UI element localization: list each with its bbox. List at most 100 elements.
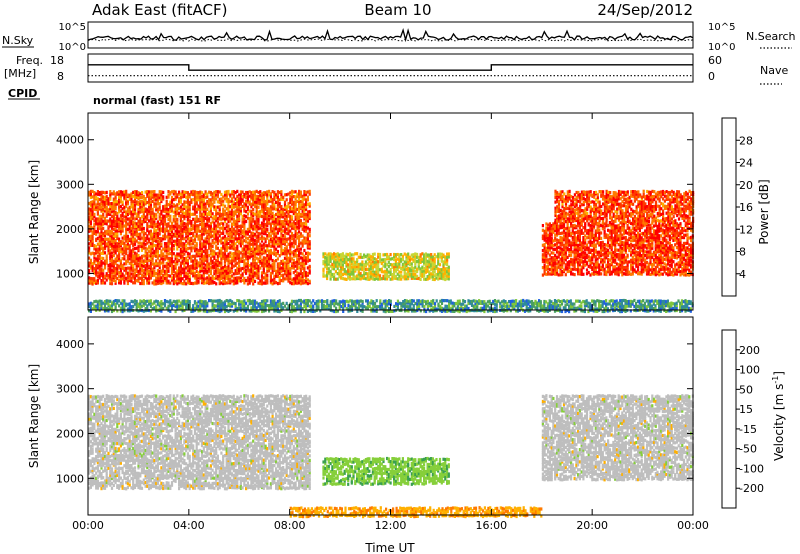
echo-cell [305,225,308,229]
echo-cell [128,272,131,276]
echo-cell [197,248,200,252]
echo-cell [218,261,221,265]
echo-cell [276,244,279,248]
echo-cell [188,274,191,278]
echo-cell [269,279,272,283]
echo-cell [269,195,272,199]
echo-cell [287,256,290,260]
echo-cell [89,264,92,269]
echo-cell [169,209,172,213]
echo-cell [142,212,145,216]
echo-cell [216,241,219,246]
echo-cell [172,267,175,271]
echo-cell [305,271,308,275]
echo-cell [250,267,253,271]
echo-cell [199,237,202,241]
echo-cell [202,217,205,221]
echo-cell [121,266,124,270]
echo-cell [144,236,147,240]
echo-cell [183,252,186,256]
echo-cell [305,222,308,226]
echo-cell [259,266,262,270]
echo-cell [148,211,151,215]
echo-cell [162,259,165,263]
echo-cell [178,199,181,203]
echo-cell [116,257,119,261]
echo-cell [139,276,142,280]
echo-cell [206,207,209,211]
echo-cell [126,271,129,275]
echo-cell [223,239,227,243]
echo-cell [200,252,204,256]
echo-cell [185,235,188,239]
echo-cell [292,271,295,275]
echo-cell [176,271,179,275]
echo-cell [308,192,311,196]
echo-cell [181,267,184,271]
echo-cell [292,234,295,238]
echo-cell [202,266,205,270]
echo-cell [130,263,133,267]
echo-cell [190,271,193,275]
echo-cell [183,257,186,261]
echo-cell [232,247,235,251]
echo-cell [305,273,308,278]
echo-cell [140,260,144,264]
echo-cell [262,264,265,268]
echo-cell [252,240,255,244]
echo-cell [112,269,115,273]
echo-cell [236,252,239,256]
echo-cell [273,250,276,254]
echo-cell [132,226,135,230]
echo-cell [144,249,147,253]
echo-cell [280,237,283,241]
echo-cell [176,234,179,238]
echo-cell [303,241,306,245]
echo-cell [102,268,105,272]
echo-cell [89,229,92,233]
echo-cell [215,259,218,263]
echo-cell [215,232,218,236]
echo-cell [216,254,219,258]
echo-cell [199,234,202,238]
echo-cell [285,237,288,241]
echo-cell [197,252,200,256]
echo-cell [91,234,94,238]
echo-cell [188,229,191,233]
echo-cell [301,259,304,263]
echo-cell [149,271,152,275]
echo-cell [123,266,126,270]
echo-cell [119,209,122,213]
echo-cell [112,207,115,211]
echo-cell [128,224,131,228]
echo-cell [185,276,188,281]
echo-cell [243,234,246,238]
echo-cell [91,237,94,241]
echo-cell [128,251,131,255]
echo-cell [298,242,301,246]
echo-cell [248,264,251,268]
echo-cell [278,229,281,233]
echo-cell [153,190,156,194]
echo-cell [222,222,225,226]
echo-cell [116,244,119,248]
echo-cell [163,237,167,241]
echo-cell [91,226,94,230]
echo-cell [236,237,239,241]
echo-cell [162,209,165,213]
echo-cell [541,224,544,228]
echo-cell [102,195,105,199]
echo-cell [149,210,152,214]
echo-cell [301,244,304,248]
echo-cell [153,279,156,283]
echo-cell [169,236,172,240]
echo-cell [285,261,288,265]
echo-cell [148,203,151,207]
echo-cell [303,281,306,285]
echo-cell [174,212,177,216]
echo-cell [230,217,234,221]
echo-cell [178,277,181,281]
echo-cell [193,274,197,278]
echo-cell [250,269,253,274]
echo-cell [178,281,181,285]
